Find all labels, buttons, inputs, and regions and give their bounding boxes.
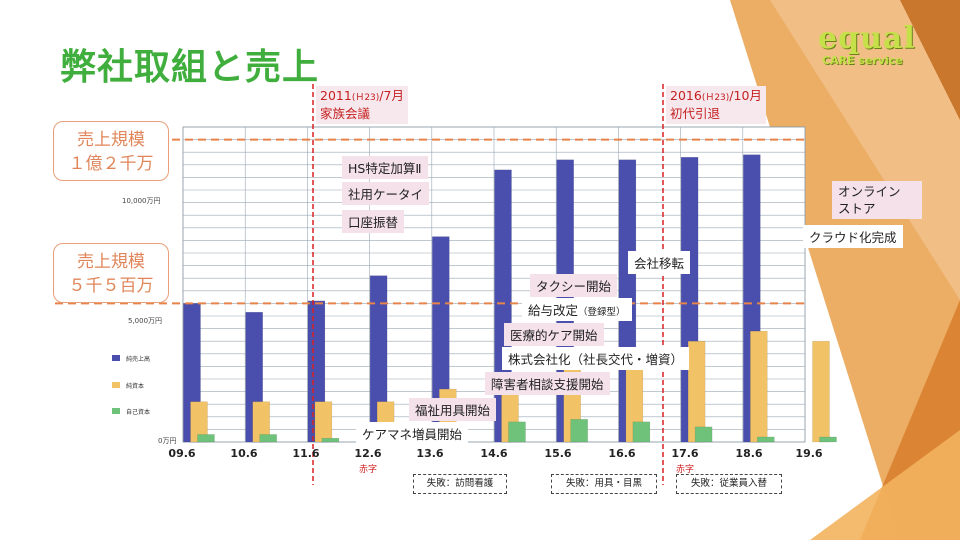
x-tick: 18.6 (735, 447, 763, 460)
company-logo: equal CARE service (818, 21, 928, 68)
label-hs-bonus: HS特定加算Ⅱ (342, 156, 428, 179)
bar-equity (632, 421, 651, 443)
bar-equity (570, 419, 588, 443)
legend-capital: 純資本 (112, 381, 144, 390)
failure-staff-turnover: 失敗：従業員入替 (676, 474, 782, 494)
x-tick: 15.6 (544, 447, 572, 460)
bar-capital (812, 340, 830, 443)
scale-box-title: 売上規模 (77, 252, 145, 272)
bar-equity (321, 437, 340, 443)
x-tick: 13.6 (416, 447, 444, 460)
event-founder-retire: 2016(Ｈ23)/10月 初代引退 (666, 86, 766, 124)
deficit-label: 赤字 (359, 465, 378, 475)
x-tick: 14.6 (480, 447, 508, 460)
scale-box-value: １億２千万 (68, 154, 154, 174)
y-axis-label-5000: 5,000万円 (128, 317, 163, 325)
bar-capital (314, 401, 333, 443)
bar-equity (197, 434, 215, 443)
legend-box (100, 345, 160, 425)
label-care-manager: ケアマネ増員開始 (356, 422, 469, 445)
label-medical-care: 医療的ケア開始 (504, 323, 604, 346)
legend-sales: 純売上高 (112, 354, 150, 363)
y-axis-label-0: 0万円 (158, 437, 177, 445)
label-salary-revision: 給与改定（登録型） (522, 298, 632, 321)
label-incorporation: 株式会社化（社長交代・増資） (502, 347, 690, 370)
bar-equity (757, 436, 775, 443)
label-disability-support: 障害者相談支援開始 (485, 372, 610, 395)
y-axis-label-10000: 10,000万円 (122, 197, 161, 205)
x-tick: 17.6 (671, 447, 699, 460)
logo-text: equal (818, 21, 916, 56)
label-company-phone: 社用ケータイ (342, 182, 430, 205)
scale-box-title: 売上規模 (77, 130, 145, 150)
x-tick: 11.6 (292, 447, 320, 460)
scale-box-value: ５千５百万 (68, 276, 154, 296)
label-bank-transfer: 口座振替 (342, 210, 405, 233)
label-online-store: オンライン ストア (832, 181, 922, 219)
x-tick: 09.6 (168, 447, 196, 460)
page-title: 弊社取組と売上 (60, 47, 320, 88)
label-cloud-complete: クラウド化完成 (803, 225, 903, 248)
label-welfare-equipment: 福祉用具開始 (409, 398, 497, 421)
x-tick: 16.6 (608, 447, 636, 460)
bar-equity (694, 426, 713, 443)
logo-subtext: CARE service (822, 54, 903, 67)
scale-box-120m: 売上規模 １億２千万 (53, 121, 169, 181)
deficit-label: 赤字 (676, 465, 695, 475)
x-tick: 19.6 (795, 447, 823, 460)
x-tick: 12.6 (354, 447, 382, 460)
event-family-meeting: 2011(Ｈ23)/7月 家族会議 (316, 86, 408, 124)
label-taxi: タクシー開始 (530, 274, 618, 297)
scale-box-55m: 売上規模 ５千５百万 (53, 243, 169, 303)
failure-equipment-meguro: 失敗：用具・目黒 (551, 474, 657, 494)
failure-home-nursing: 失敗：訪問看護 (413, 474, 507, 494)
bar-equity (819, 436, 837, 443)
x-tick: 10.6 (230, 447, 258, 460)
bar-capital (750, 330, 768, 443)
legend-equity: 自己資本 (112, 407, 150, 416)
bar-equity (508, 421, 526, 443)
label-office-move: 会社移転 (628, 251, 691, 274)
bar-equity (259, 434, 277, 443)
